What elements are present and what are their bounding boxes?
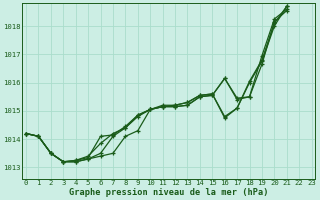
X-axis label: Graphe pression niveau de la mer (hPa): Graphe pression niveau de la mer (hPa)	[69, 188, 268, 197]
